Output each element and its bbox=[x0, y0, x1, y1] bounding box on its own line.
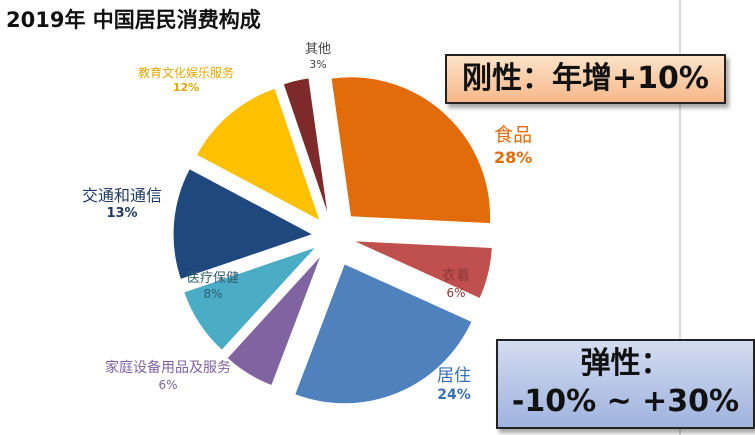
elastic-callout: 弹性： -10% ~ +30% bbox=[496, 339, 755, 429]
label-other-pct: 3% bbox=[309, 58, 327, 72]
label-medical: 医疗保健 8% bbox=[187, 271, 239, 302]
label-transport-name: 交通和通信 bbox=[82, 186, 163, 205]
label-education-name: 教育文化娱乐服务 bbox=[138, 66, 235, 80]
label-education: 教育文化娱乐服务 12% bbox=[138, 66, 234, 95]
label-clothing: 衣着 6% bbox=[442, 268, 470, 301]
chart-title: 2019年 中国居民消费构成 bbox=[6, 8, 261, 32]
pie-slice-clothing bbox=[352, 240, 493, 300]
label-clothing-pct: 6% bbox=[446, 285, 466, 300]
pie-slice-education bbox=[195, 87, 321, 222]
label-housing-pct: 24% bbox=[437, 387, 471, 404]
label-food: 食品 28% bbox=[494, 124, 532, 168]
pie-slice-other bbox=[282, 77, 329, 217]
elastic-callout-range: -10% ~ +30% bbox=[511, 384, 740, 419]
pie-slice-transport bbox=[172, 167, 315, 281]
label-housing-name: 居住 bbox=[437, 366, 471, 386]
label-household-name: 家庭设备用品及服务 bbox=[105, 360, 231, 376]
label-other-name: 其他 bbox=[305, 42, 332, 57]
pie-slice-medical bbox=[183, 246, 317, 352]
label-transport: 交通和通信 13% bbox=[82, 186, 162, 222]
pie-slice-food bbox=[330, 76, 491, 225]
label-other: 其他 3% bbox=[305, 42, 331, 72]
label-food-name: 食品 bbox=[494, 124, 533, 146]
label-clothing-name: 衣着 bbox=[442, 268, 470, 284]
label-medical-name: 医疗保健 bbox=[187, 271, 240, 286]
label-household: 家庭设备用品及服务 6% bbox=[104, 360, 232, 393]
pie-slice-household bbox=[226, 254, 322, 387]
label-food-pct: 28% bbox=[494, 147, 533, 167]
label-housing: 居住 24% bbox=[437, 366, 471, 405]
label-education-pct: 12% bbox=[172, 81, 200, 94]
elastic-callout-title: 弹性： bbox=[580, 346, 671, 381]
rigid-callout: 刚性：年增+10% bbox=[445, 54, 726, 104]
label-transport-pct: 13% bbox=[106, 206, 138, 221]
pie-slice-housing bbox=[294, 263, 473, 405]
right-divider-line bbox=[679, 0, 681, 435]
label-medical-pct: 8% bbox=[203, 287, 223, 302]
label-household-pct: 6% bbox=[158, 377, 178, 392]
